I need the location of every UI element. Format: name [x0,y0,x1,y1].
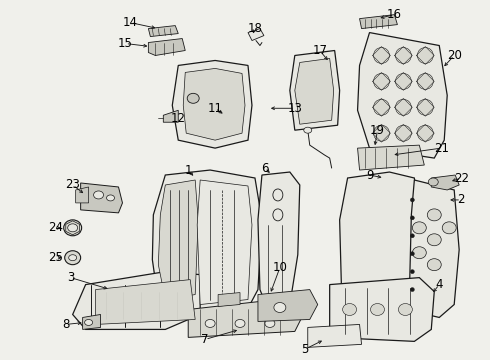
Ellipse shape [370,303,385,315]
Ellipse shape [410,234,415,238]
Ellipse shape [373,73,390,89]
Polygon shape [83,315,100,329]
Polygon shape [431,175,459,190]
Text: 22: 22 [454,171,468,185]
Text: 9: 9 [366,168,373,181]
Ellipse shape [427,234,441,246]
Ellipse shape [94,191,103,199]
Ellipse shape [428,178,438,186]
Polygon shape [295,58,334,124]
Text: 4: 4 [436,278,443,291]
Ellipse shape [273,209,283,221]
Ellipse shape [85,319,93,325]
Ellipse shape [413,222,426,234]
Text: 6: 6 [261,162,269,175]
Text: 10: 10 [272,261,287,274]
Polygon shape [308,324,362,347]
Text: 3: 3 [67,271,74,284]
Polygon shape [197,180,252,305]
Polygon shape [152,170,262,311]
Text: 14: 14 [123,16,138,29]
Ellipse shape [235,319,245,328]
Text: 17: 17 [312,44,327,57]
Ellipse shape [274,302,286,312]
Polygon shape [148,26,178,37]
Polygon shape [81,183,122,213]
Text: 11: 11 [208,102,222,115]
Polygon shape [75,187,89,203]
Ellipse shape [410,198,415,202]
Text: 23: 23 [65,179,80,192]
Text: 5: 5 [301,343,309,356]
Polygon shape [360,15,397,28]
Polygon shape [248,28,264,41]
Ellipse shape [343,303,357,315]
Text: 18: 18 [247,22,263,35]
Ellipse shape [395,48,412,63]
Ellipse shape [398,303,413,315]
Ellipse shape [373,99,390,115]
Text: 12: 12 [171,112,186,125]
Ellipse shape [373,125,390,141]
Text: 15: 15 [118,37,133,50]
Polygon shape [330,278,434,341]
Ellipse shape [410,288,415,292]
Ellipse shape [69,255,76,261]
Polygon shape [340,172,419,311]
Ellipse shape [395,125,412,141]
Polygon shape [163,110,178,122]
Text: 1: 1 [184,163,192,176]
Ellipse shape [442,222,456,234]
Polygon shape [258,172,300,310]
Ellipse shape [68,224,77,232]
Ellipse shape [410,270,415,274]
Ellipse shape [413,247,426,259]
Polygon shape [188,298,302,337]
Ellipse shape [106,195,115,201]
Ellipse shape [64,220,82,236]
Ellipse shape [65,251,81,265]
Polygon shape [290,50,340,130]
Text: 7: 7 [201,333,209,346]
Ellipse shape [417,125,433,141]
Ellipse shape [187,93,199,103]
Polygon shape [358,145,424,170]
Ellipse shape [427,259,441,271]
Text: 13: 13 [287,102,302,115]
Ellipse shape [417,99,433,115]
Ellipse shape [265,319,275,328]
Ellipse shape [417,48,433,63]
Text: 8: 8 [62,318,70,331]
Ellipse shape [395,73,412,89]
Ellipse shape [417,73,433,89]
Polygon shape [409,180,459,318]
Ellipse shape [304,127,312,133]
Polygon shape [218,293,240,306]
Text: 25: 25 [49,251,63,264]
Text: 2: 2 [457,193,465,206]
Polygon shape [358,32,447,158]
Ellipse shape [205,319,215,328]
Polygon shape [96,280,195,324]
Polygon shape [258,289,318,321]
Text: 16: 16 [387,8,402,21]
Polygon shape [73,272,200,329]
Ellipse shape [410,216,415,220]
Ellipse shape [410,252,415,256]
Text: 20: 20 [447,49,462,62]
Polygon shape [148,39,185,55]
Polygon shape [183,68,245,140]
Text: 24: 24 [48,221,63,234]
Ellipse shape [395,99,412,115]
Polygon shape [172,60,252,148]
Ellipse shape [373,48,390,63]
Text: 21: 21 [434,141,449,155]
Text: 19: 19 [370,124,385,137]
Ellipse shape [273,189,283,201]
Polygon shape [158,180,198,300]
Ellipse shape [427,209,441,221]
